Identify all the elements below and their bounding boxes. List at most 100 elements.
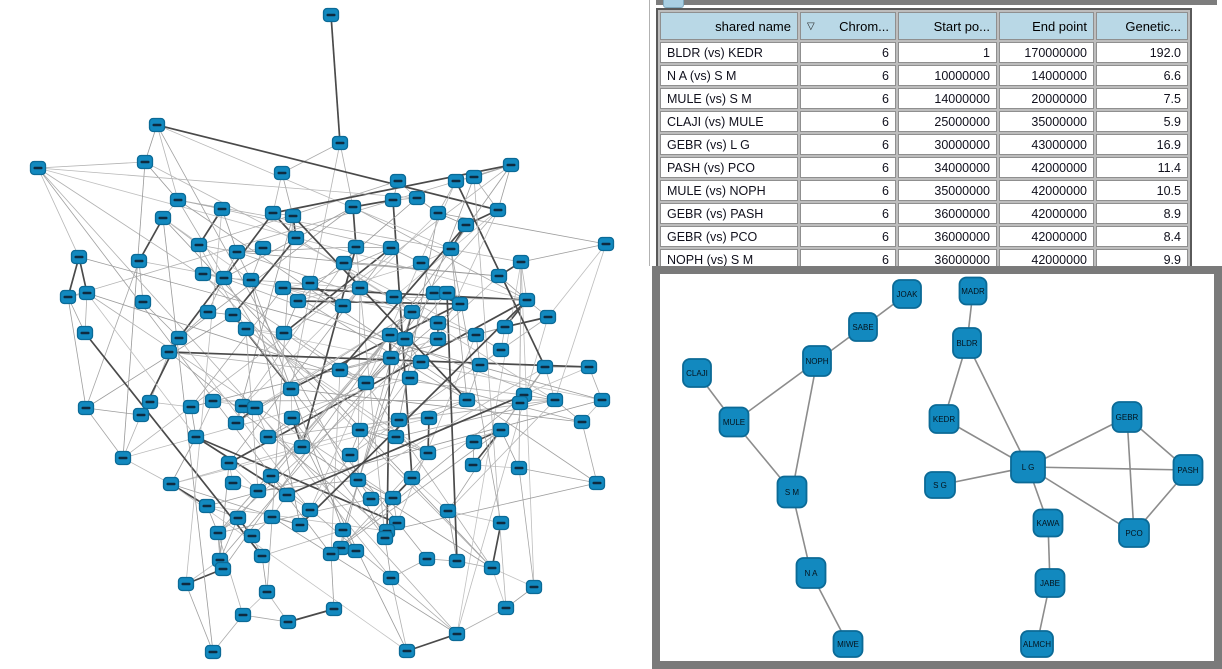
node-label-smudge — [263, 435, 273, 439]
node-label-smudge — [516, 260, 526, 264]
table-panel-tab[interactable] — [663, 0, 684, 8]
node-label-smudge — [335, 141, 345, 145]
table-row[interactable]: N A (vs) S M 6 10000000 14000000 6.6 — [660, 65, 1188, 86]
network-edge — [301, 446, 493, 569]
node-label-smudge — [455, 302, 465, 306]
network-node[interactable] — [928, 404, 960, 434]
network-edge — [212, 399, 556, 402]
network-node[interactable] — [958, 276, 988, 306]
network-node[interactable] — [1032, 508, 1064, 538]
network-edge — [286, 394, 525, 496]
network-edge — [170, 399, 468, 485]
network-node[interactable] — [832, 630, 864, 658]
network-node[interactable] — [1118, 518, 1150, 548]
node-label-smudge — [388, 496, 398, 500]
network-edge — [177, 199, 522, 263]
network-node[interactable] — [1010, 450, 1046, 484]
node-label-smudge — [500, 325, 510, 329]
cell-value: 42000000 — [999, 226, 1094, 247]
table-row[interactable]: MULE (vs) S M 6 14000000 20000000 7.5 — [660, 88, 1188, 109]
node-label-smudge — [433, 321, 443, 325]
network-edge[interactable] — [1126, 416, 1135, 534]
node-label-smudge — [194, 243, 204, 247]
table-row[interactable]: GEBR (vs) PCO 6 36000000 42000000 8.4 — [660, 226, 1188, 247]
detail-network-canvas[interactable]: JOAK SABE NOPH CLAJI MULE S M N A MIWE MADR BLDR K… — [660, 274, 1214, 661]
network-node[interactable] — [1172, 454, 1204, 486]
column-header-3[interactable]: End point — [999, 12, 1094, 40]
network-node[interactable] — [848, 312, 878, 342]
table-row[interactable]: NOPH (vs) S M 6 36000000 42000000 9.9 — [660, 249, 1188, 270]
cell-value: 43000000 — [999, 134, 1094, 155]
node-label-smudge — [429, 291, 439, 295]
network-node[interactable] — [1034, 568, 1066, 598]
node-label-smudge — [286, 387, 296, 391]
network-node[interactable] — [718, 406, 750, 438]
network-edge — [156, 124, 452, 250]
cell-shared-name: MULE (vs) S M — [660, 88, 798, 109]
node-label-smudge — [283, 620, 293, 624]
network-edge[interactable] — [966, 342, 1029, 468]
network-edge — [396, 334, 477, 524]
network-edge — [342, 311, 413, 531]
network-edge — [299, 299, 528, 526]
network-node[interactable] — [682, 358, 712, 388]
network-edge — [518, 467, 598, 484]
network-node[interactable] — [924, 471, 956, 499]
node-label-smudge — [293, 299, 303, 303]
table-row[interactable]: PASH (vs) PCO 6 34000000 42000000 11.4 — [660, 157, 1188, 178]
network-edge[interactable] — [1027, 466, 1189, 471]
node-label-smudge — [597, 398, 607, 402]
network-edge[interactable] — [791, 360, 818, 493]
network-edge — [330, 429, 502, 555]
edge-attribute-table-wrap: shared name ▽ Chrom... Start po... End point… — [656, 8, 1192, 274]
table-row[interactable]: GEBR (vs) PASH 6 36000000 42000000 8.9 — [660, 203, 1188, 224]
node-label-smudge — [416, 261, 426, 265]
network-edge — [456, 316, 549, 635]
cell-shared-name: GEBR (vs) PASH — [660, 203, 798, 224]
network-node[interactable] — [776, 475, 808, 509]
network-edge — [554, 243, 607, 401]
network-edge — [518, 467, 535, 588]
node-label-smudge — [393, 179, 403, 183]
node-label-smudge — [394, 418, 404, 422]
detail-network-panel: JOAK SABE NOPH CLAJI MULE S M N A MIWE MADR BLDR K… — [652, 266, 1222, 669]
overview-network-canvas[interactable] — [0, 0, 648, 669]
network-node[interactable] — [1111, 401, 1143, 433]
network-edge — [450, 248, 468, 401]
network-edge — [291, 417, 386, 539]
column-header-0[interactable]: shared name — [660, 12, 798, 40]
network-node[interactable] — [802, 345, 832, 377]
node-label-smudge — [277, 171, 287, 175]
node-label-smudge — [475, 363, 485, 367]
cell-value: 5.9 — [1096, 111, 1188, 132]
column-header-1[interactable]: ▽ Chrom... — [800, 12, 896, 40]
node-label-smudge — [423, 451, 433, 455]
network-edge — [86, 292, 367, 384]
cell-value: 6 — [800, 134, 896, 155]
network-node[interactable] — [952, 327, 982, 359]
network-node[interactable] — [1020, 630, 1054, 658]
network-edge — [437, 209, 499, 340]
cell-value: 6 — [800, 203, 896, 224]
node-label-smudge — [208, 650, 218, 654]
table-row[interactable]: BLDR (vs) KEDR 6 1 170000000 192.0 — [660, 42, 1188, 63]
table-row[interactable]: GEBR (vs) L G 6 30000000 43000000 16.9 — [660, 134, 1188, 155]
table-row[interactable]: MULE (vs) NOPH 6 35000000 42000000 10.5 — [660, 180, 1188, 201]
node-label-smudge — [487, 566, 497, 570]
network-edge — [67, 164, 512, 298]
node-label: GEBR — [1116, 413, 1139, 422]
table-row[interactable]: CLAJI (vs) MULE 6 25000000 35000000 5.9 — [660, 111, 1188, 132]
node-label-smudge — [471, 333, 481, 337]
node-label-smudge — [391, 435, 401, 439]
cell-shared-name: MULE (vs) NOPH — [660, 180, 798, 201]
cell-shared-name: GEBR (vs) PCO — [660, 226, 798, 247]
node-label-smudge — [348, 205, 358, 209]
node-label-smudge — [386, 246, 396, 250]
filter-funnel-icon[interactable]: ▽ — [807, 20, 815, 32]
network-edge[interactable] — [1027, 466, 1135, 534]
column-header-4[interactable]: Genetic... — [1096, 12, 1188, 40]
column-header-2[interactable]: Start po... — [898, 12, 997, 40]
network-node[interactable] — [795, 557, 827, 589]
network-node[interactable] — [892, 279, 922, 309]
node-label-smudge — [522, 298, 532, 302]
